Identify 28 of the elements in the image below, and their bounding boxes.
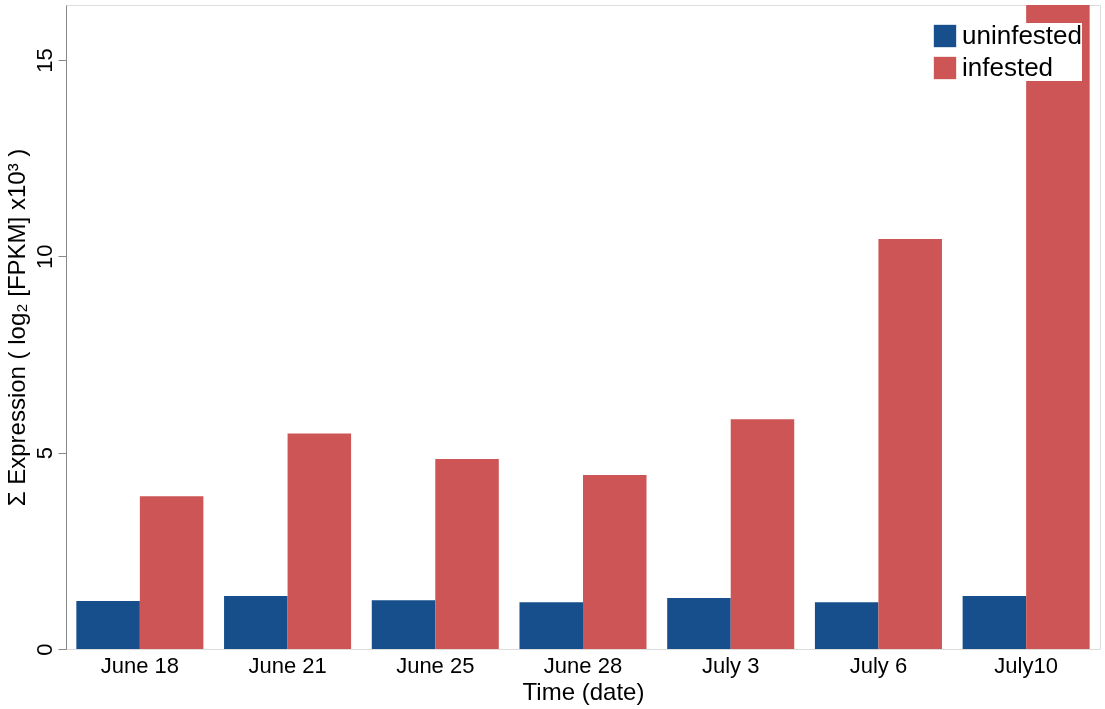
y-tick-label: 15 — [31, 48, 57, 73]
y-tick-label: 10 — [31, 244, 57, 270]
bar — [667, 597, 731, 649]
bar — [814, 602, 879, 649]
x-tick-label: June 25 — [396, 652, 475, 678]
bar — [878, 239, 942, 649]
bar — [287, 433, 352, 649]
legend-label: infested — [962, 52, 1054, 82]
y-tick-label: 0 — [31, 643, 57, 656]
x-tick-label: June 18 — [100, 652, 180, 678]
y-tick-label: 5 — [31, 447, 57, 460]
x-axis-title: Time (date) — [522, 677, 645, 705]
x-tick-label: June 28 — [543, 652, 623, 678]
bar — [139, 496, 204, 649]
x-tick-label: July 3 — [701, 652, 760, 678]
x-tick-label: July10 — [994, 652, 1058, 678]
y-axis-title: Σ Expression ( log₂ [FPKM] x10³ ) — [2, 148, 30, 507]
bar — [76, 601, 140, 649]
bar — [962, 595, 1027, 649]
bar — [371, 600, 436, 649]
x-tick-label: June 21 — [248, 652, 327, 678]
bar — [519, 602, 583, 649]
bar — [435, 458, 499, 649]
bar — [730, 419, 795, 649]
legend-label: uninfested — [962, 20, 1082, 50]
x-tick-label: July 6 — [849, 652, 908, 678]
bar — [583, 475, 647, 649]
bar — [224, 595, 288, 649]
